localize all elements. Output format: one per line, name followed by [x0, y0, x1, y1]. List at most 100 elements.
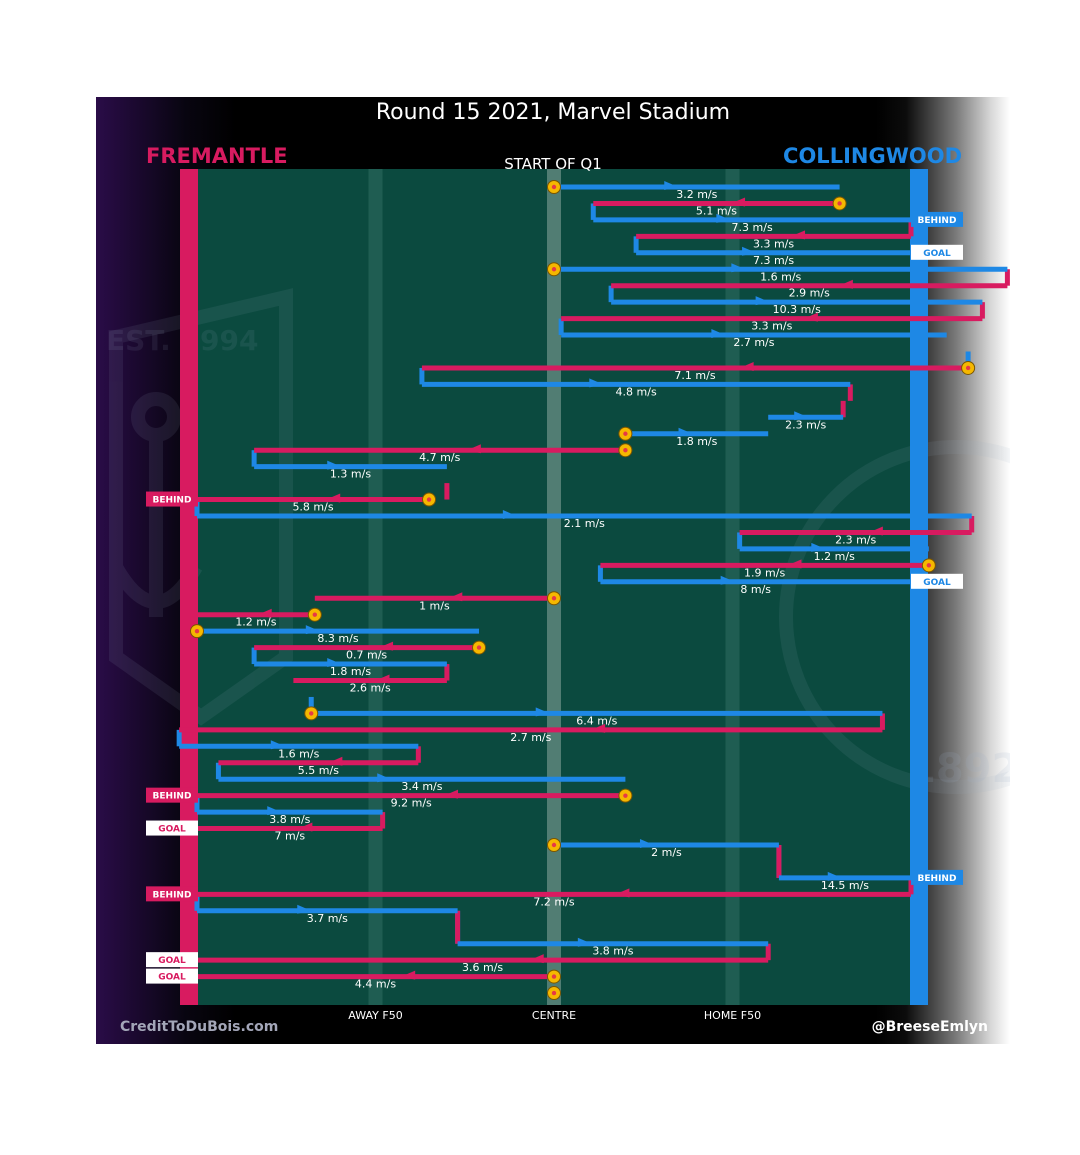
- speed-label: 7.1 m/s: [674, 369, 715, 382]
- stoppage-marker-center: [965, 365, 971, 371]
- anchor-ring-icon: [131, 392, 181, 442]
- direction-arrow: [270, 740, 285, 750]
- speed-label: 14.5 m/s: [821, 879, 869, 892]
- result-badge: [146, 886, 198, 902]
- speed-label: 2.1 m/s: [564, 517, 605, 530]
- result-badge: [146, 491, 198, 507]
- speed-label: 1 m/s: [419, 599, 450, 612]
- stoppage-marker-center: [623, 793, 628, 798]
- speed-label: 5.8 m/s: [292, 501, 333, 514]
- result-badge-label: GOAL: [158, 973, 186, 983]
- direction-arrow: [794, 411, 809, 421]
- direction-arrow: [297, 904, 312, 914]
- speed-label: 5.5 m/s: [298, 764, 339, 777]
- direction-arrow: [787, 559, 802, 569]
- stoppage-marker-center: [623, 431, 628, 436]
- result-badge-label: GOAL: [923, 249, 951, 259]
- stoppage-marker-center: [551, 990, 557, 996]
- speed-label: 7.2 m/s: [533, 895, 574, 908]
- stoppage-marker-center: [312, 612, 318, 617]
- result-badge: [911, 573, 963, 589]
- direction-arrow: [401, 970, 416, 980]
- direction-arrow: [267, 806, 282, 816]
- speed-label: 1.2 m/s: [814, 550, 855, 563]
- speed-label: 3.8 m/s: [269, 813, 310, 826]
- chart-subtitle: START OF Q1: [504, 155, 602, 173]
- direction-arrow: [755, 296, 770, 306]
- direction-arrow: [827, 871, 842, 881]
- speed-label: 1.2 m/s: [235, 616, 276, 629]
- speed-label: 3.7 m/s: [307, 912, 348, 925]
- stoppage-marker-center: [551, 267, 557, 272]
- speed-label: 8.3 m/s: [317, 632, 358, 645]
- stoppage-marker-center: [551, 184, 557, 190]
- direction-arrow: [731, 197, 746, 207]
- credit-right: @BreeseEmlyn: [872, 1019, 988, 1035]
- direction-arrow: [326, 493, 341, 503]
- direction-arrow: [529, 954, 544, 964]
- speed-label: 1.8 m/s: [676, 435, 717, 448]
- speed-label: 1.3 m/s: [330, 468, 371, 481]
- speed-label: 2.7 m/s: [733, 336, 774, 349]
- chart-title: Round 15 2021, Marvel Stadium: [376, 100, 730, 125]
- speed-label: 7 m/s: [274, 830, 305, 843]
- direction-arrow: [327, 658, 342, 668]
- direction-arrow: [502, 510, 517, 519]
- stoppage-marker-center: [926, 563, 932, 568]
- result-badge-label: BEHIND: [918, 216, 957, 226]
- direction-arrow: [838, 279, 853, 289]
- direction-arrow: [328, 756, 343, 766]
- x-tick-label: AWAY F50: [348, 1009, 402, 1022]
- result-badge: [146, 787, 198, 803]
- fremantle-team-label: FREMANTLE: [146, 144, 288, 168]
- speed-label: 10.3 m/s: [773, 303, 821, 316]
- speed-label: 5.1 m/s: [696, 204, 737, 217]
- direction-arrow: [589, 378, 604, 388]
- away-f50-band: [368, 169, 383, 1005]
- x-tick-label: CENTRE: [532, 1009, 576, 1022]
- direction-arrow: [379, 641, 394, 651]
- stoppage-marker-center: [551, 974, 557, 979]
- direction-arrow: [742, 246, 757, 256]
- speed-label: 2 m/s: [651, 846, 682, 859]
- direction-arrow: [591, 723, 606, 733]
- speed-label: 2.9 m/s: [789, 287, 830, 300]
- home-f50-band: [725, 169, 740, 1005]
- collingwood-team-label: COLLINGWOOD: [783, 144, 962, 168]
- speed-label: 7.3 m/s: [753, 254, 794, 267]
- stoppage-marker-center: [194, 628, 200, 634]
- direction-arrow: [791, 230, 806, 240]
- stoppage-marker-center: [476, 645, 482, 650]
- result-badge: [911, 211, 963, 227]
- direction-arrow: [711, 329, 726, 339]
- result-badge: [146, 952, 198, 968]
- direction-arrow: [375, 674, 390, 684]
- chart-frame: EST. 1994 1892 Round 15 2021, Marvel Stadi…: [96, 97, 1010, 1044]
- result-badge-label: GOAL: [158, 956, 186, 966]
- direction-arrow: [739, 361, 754, 371]
- direction-arrow: [615, 888, 630, 898]
- stoppage-marker-center: [623, 448, 628, 453]
- direction-arrow: [803, 312, 818, 322]
- result-badge-label: GOAL: [158, 825, 186, 835]
- direction-arrow: [639, 839, 654, 848]
- speed-label: 1.6 m/s: [760, 270, 801, 283]
- stoppage-marker-center: [426, 497, 432, 502]
- speed-label: 6.4 m/s: [576, 714, 617, 727]
- speed-label: 9.2 m/s: [391, 797, 432, 810]
- fremantle-shield-watermark: [109, 288, 293, 726]
- result-badge-label: BEHIND: [153, 792, 192, 802]
- speed-label: 7.3 m/s: [732, 221, 773, 234]
- result-badge-label: BEHIND: [918, 874, 957, 884]
- direction-arrow: [535, 707, 550, 717]
- x-tick-label: HOME F50: [704, 1009, 761, 1022]
- centre-band: [547, 169, 561, 1005]
- speed-label: 2.6 m/s: [350, 682, 391, 695]
- result-badge-label: BEHIND: [153, 496, 192, 506]
- speed-label: 1.8 m/s: [330, 665, 371, 678]
- direction-arrow: [466, 444, 481, 454]
- direction-arrow: [327, 460, 342, 470]
- direction-arrow: [448, 592, 463, 602]
- stoppage-marker-center: [551, 842, 557, 848]
- speed-label: 4.4 m/s: [355, 978, 396, 991]
